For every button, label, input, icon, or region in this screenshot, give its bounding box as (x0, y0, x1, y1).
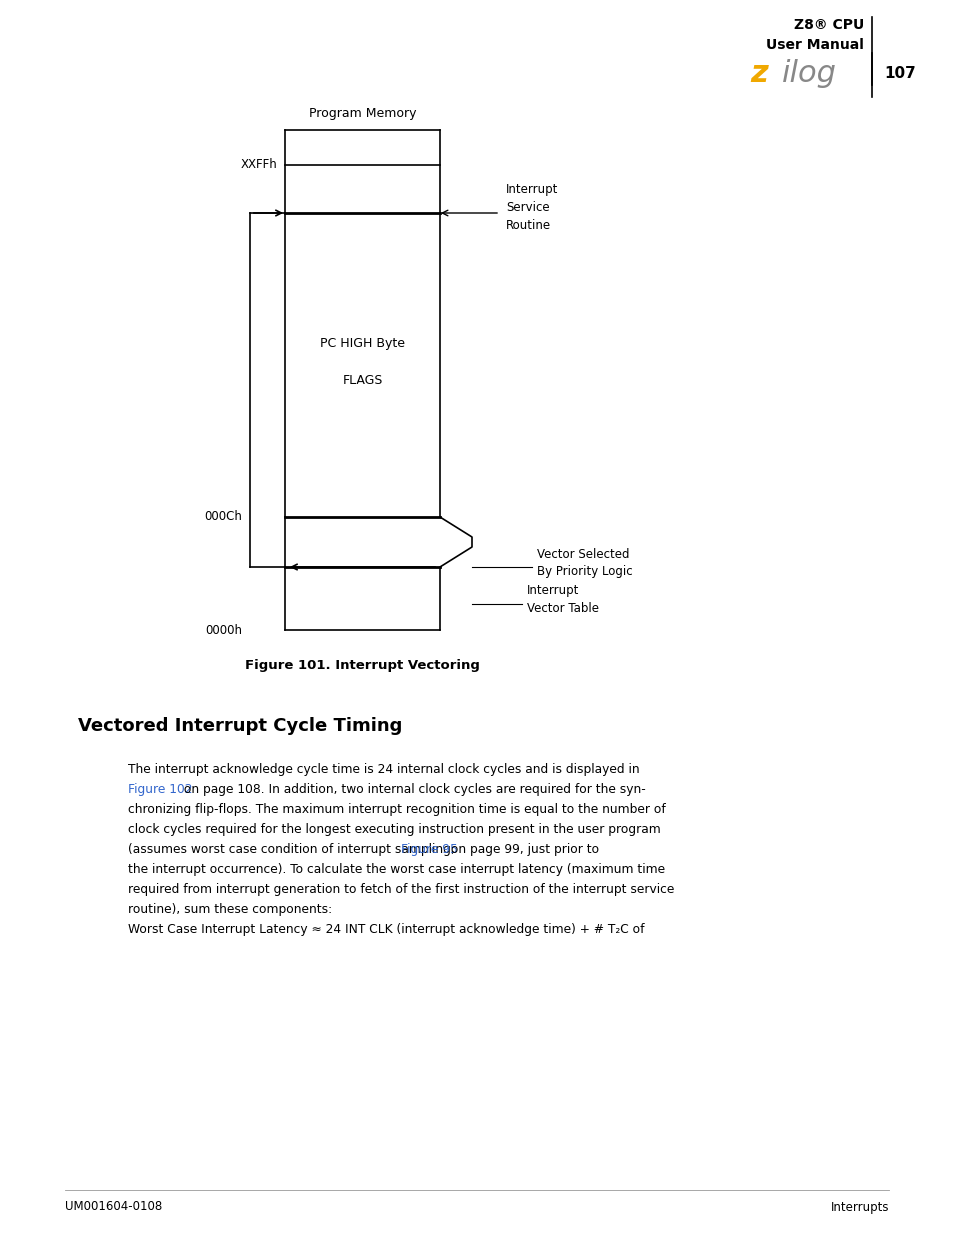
Text: Interrupt
Service
Routine: Interrupt Service Routine (505, 184, 558, 232)
Text: z: z (749, 58, 767, 88)
Text: chronizing flip-flops. The maximum interrupt recognition time is equal to the nu: chronizing flip-flops. The maximum inter… (128, 803, 665, 816)
Text: Figure 102: Figure 102 (128, 783, 193, 797)
Text: FLAGS: FLAGS (342, 373, 382, 387)
Text: Worst Case Interrupt Latency ≈ 24 INT CLK (interrupt acknowledge time) + # T₂C o: Worst Case Interrupt Latency ≈ 24 INT CL… (128, 923, 644, 936)
Text: ilog: ilog (781, 58, 836, 88)
Text: The interrupt acknowledge cycle time is 24 internal clock cycles and is displaye: The interrupt acknowledge cycle time is … (128, 763, 639, 776)
Text: Z8® CPU: Z8® CPU (793, 19, 863, 32)
Text: 000Ch: 000Ch (204, 510, 242, 524)
Text: the interrupt occurrence). To calculate the worst case interrupt latency (maximu: the interrupt occurrence). To calculate … (128, 863, 664, 876)
Text: Vector Selected
By Priority Logic: Vector Selected By Priority Logic (537, 547, 632, 578)
Text: clock cycles required for the longest executing instruction present in the user : clock cycles required for the longest ex… (128, 823, 660, 836)
Text: 0000h: 0000h (205, 624, 242, 636)
Text: routine), sum these components:: routine), sum these components: (128, 903, 332, 916)
Text: User Manual: User Manual (765, 38, 863, 52)
Text: 107: 107 (883, 65, 915, 80)
Text: (assumes worst case condition of interrupt sampling,: (assumes worst case condition of interru… (128, 844, 458, 856)
Text: on page 108. In addition, two internal clock cycles are required for the syn-: on page 108. In addition, two internal c… (179, 783, 644, 797)
Text: Program Memory: Program Memory (309, 107, 416, 120)
Text: Vectored Interrupt Cycle Timing: Vectored Interrupt Cycle Timing (78, 718, 402, 735)
Text: required from interrupt generation to fetch of the first instruction of the inte: required from interrupt generation to fe… (128, 883, 674, 897)
Text: XXFFh: XXFFh (240, 158, 276, 172)
Text: Interrupts: Interrupts (830, 1200, 888, 1214)
Text: Interrupt
Vector Table: Interrupt Vector Table (526, 584, 598, 615)
Text: UM001604-0108: UM001604-0108 (65, 1200, 162, 1214)
Text: PC HIGH Byte: PC HIGH Byte (319, 336, 405, 350)
Text: Figure 101. Interrupt Vectoring: Figure 101. Interrupt Vectoring (245, 658, 479, 672)
Text: on page 99, just prior to: on page 99, just prior to (447, 844, 598, 856)
Text: Figure 95: Figure 95 (400, 844, 457, 856)
